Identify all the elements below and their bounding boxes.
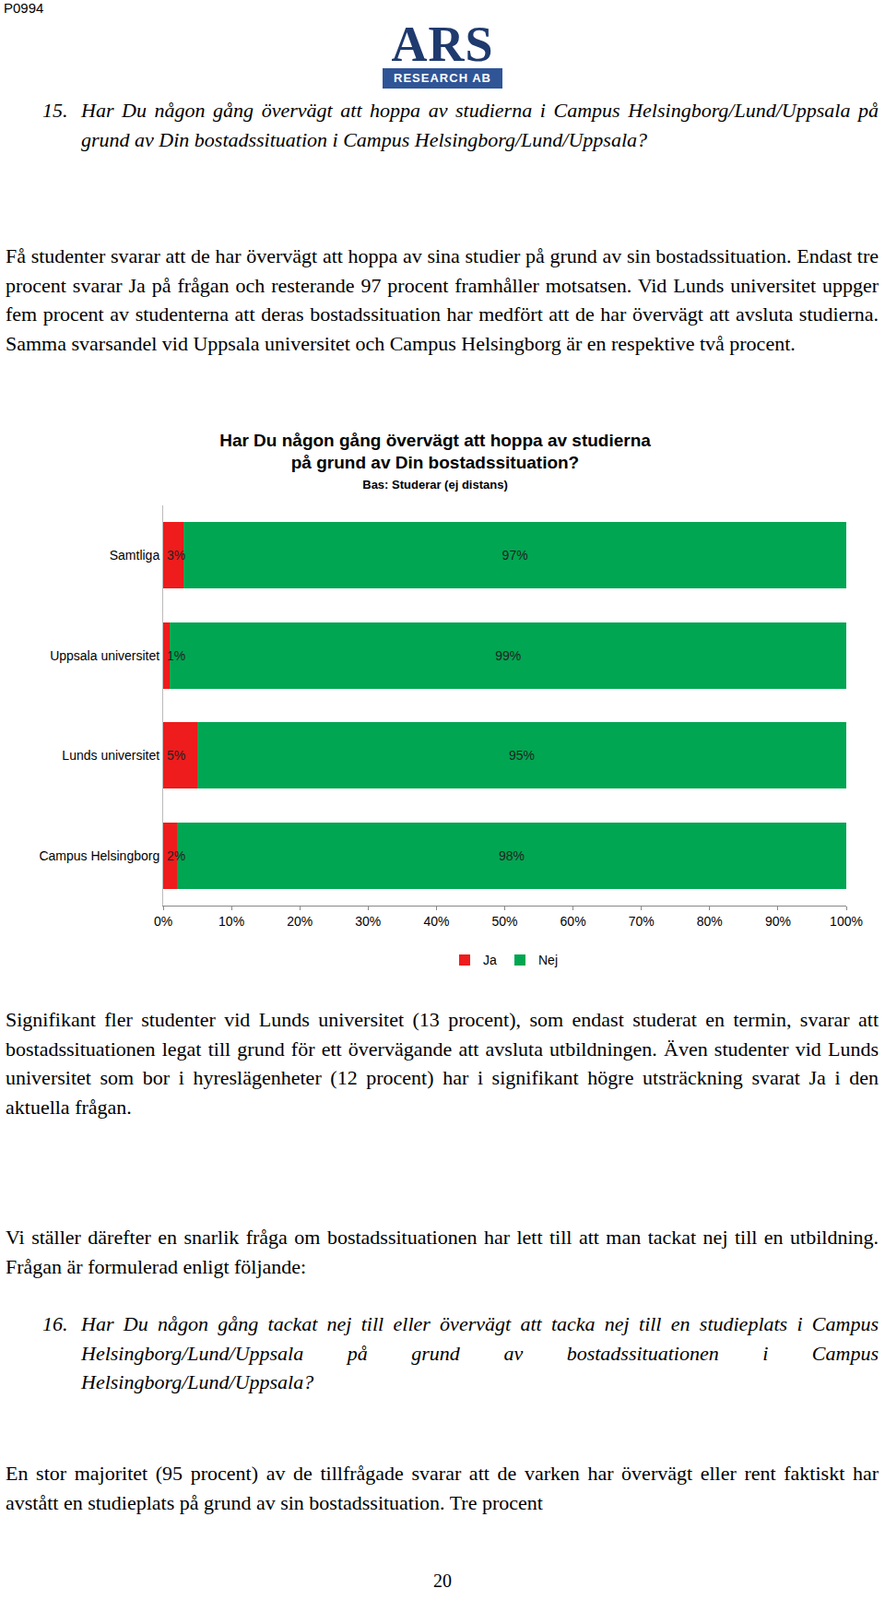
- svg-text:100%: 100%: [829, 913, 863, 929]
- html-text:16.: 16.: [42, 1311, 68, 1335]
- svg-text:97%: 97%: [502, 547, 529, 563]
- html-text:Bas: Studerar (ej distans): Bas: Studerar (ej distans): [362, 477, 508, 492]
- html-text:Vi ställer därefter en snarlik: Vi ställer därefter en snarlik fråga om …: [5, 1225, 879, 1278]
- html-text:Har Du någon gång övervägt att: Har Du någon gång övervägt att hoppa av …: [219, 430, 651, 472]
- html-text:En stor majoritet (95 procent): En stor majoritet (95 procent) av de til…: [5, 1461, 879, 1514]
- html-text:RESEARCH AB: RESEARCH AB: [393, 70, 492, 85]
- svg-text:20%: 20%: [286, 913, 313, 929]
- svg-text:2%: 2%: [166, 848, 186, 863]
- svg-text:50%: 50%: [491, 913, 518, 929]
- svg-text:10%: 10%: [218, 913, 245, 929]
- svg-text:80%: 80%: [696, 913, 723, 929]
- svg-text:Campus Helsingborg: Campus Helsingborg: [38, 848, 160, 863]
- svg-text:Samtliga: Samtliga: [109, 547, 161, 563]
- html-text:15.: 15.: [42, 98, 68, 122]
- svg-text:95%: 95%: [508, 747, 535, 763]
- html-text:Har Du någon gång övervägt att: Har Du någon gång övervägt att hoppa av …: [81, 98, 879, 151]
- svg-text:70%: 70%: [628, 913, 655, 929]
- svg-text:0%: 0%: [153, 913, 173, 929]
- svg-text:60%: 60%: [560, 913, 587, 929]
- html-text:20: 20: [433, 1569, 452, 1591]
- svg-text:40%: 40%: [423, 913, 449, 929]
- svg-text:30%: 30%: [354, 913, 381, 929]
- html-text:ARS: ARS: [391, 16, 494, 72]
- svg-text:1%: 1%: [166, 648, 186, 663]
- html-text:Har Du någon gång tackat nej t: Har Du någon gång tackat nej till eller …: [81, 1311, 879, 1393]
- svg-text:Lunds universitet: Lunds universitet: [61, 747, 160, 763]
- svg-text:90%: 90%: [765, 913, 791, 929]
- html-text:Få studenter svarar att de har: Få studenter svarar att de har övervägt …: [5, 244, 879, 355]
- svg-text:3%: 3%: [166, 547, 186, 563]
- html-text:Signifikant fler studenter vid: Signifikant fler studenter vid Lunds uni…: [5, 1007, 879, 1118]
- html-text:P0994: P0994: [3, 0, 44, 16]
- svg-text:99%: 99%: [495, 648, 521, 663]
- svg-text:Nej: Nej: [538, 952, 558, 968]
- svg-text:98%: 98%: [498, 848, 525, 863]
- svg-text:5%: 5%: [166, 747, 186, 763]
- svg-text:Ja: Ja: [483, 952, 497, 968]
- svg-text:Uppsala universitet: Uppsala universitet: [49, 648, 160, 663]
